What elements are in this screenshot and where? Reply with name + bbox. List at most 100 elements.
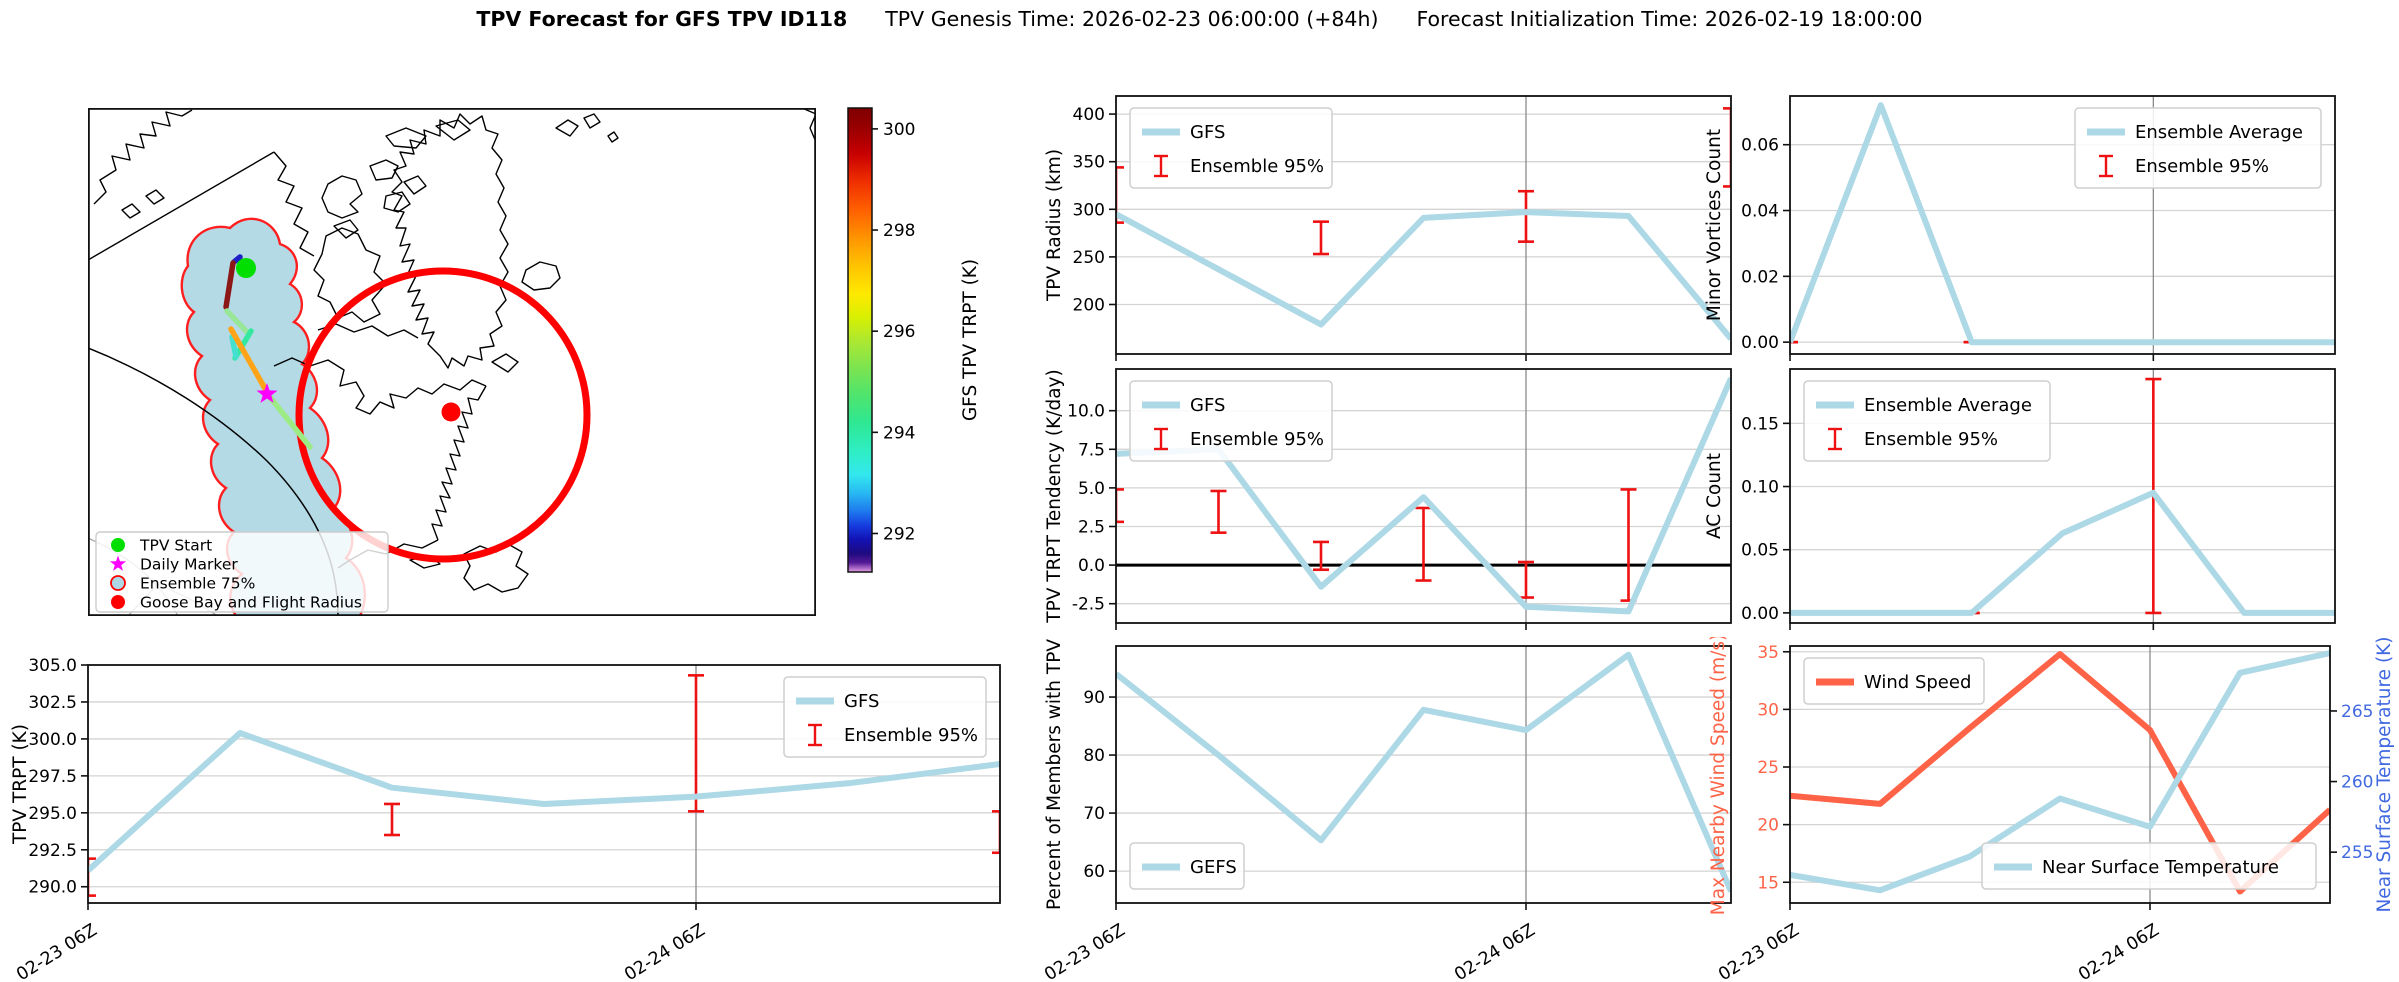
- y-tick-label: 0.15: [1741, 414, 1779, 434]
- legend-errorbar-swatch: [2099, 154, 2113, 178]
- axes-frame: [1789, 368, 2336, 624]
- y-tick-label: 80: [1083, 746, 1105, 766]
- y-axis-label: Percent of Members with TPV: [1044, 639, 1065, 910]
- colorbar-tick-label: 296: [883, 322, 915, 342]
- chart-percent-members: 60 70 80 90 02-23 06Z 02-24 06Z Percent of Mem…: [1040, 637, 1740, 982]
- y-axis-label: TPV Radius (km): [1044, 149, 1065, 302]
- chart-wind-temperature: 15 20 25 30 35 255 260 265 02-23 06Z 02-24 06Z Max…: [1700, 637, 2399, 982]
- legend-marker-dot: [111, 595, 125, 609]
- colorbar-tick-label: 300: [883, 120, 915, 140]
- y-tick-label: 0.0: [1078, 556, 1105, 576]
- title-init-time: Forecast Initialization Time: 2026-02-19…: [1416, 7, 1923, 31]
- legend: Wind Speed: [1803, 657, 1985, 705]
- y-tick-label: 2.5: [1078, 517, 1105, 537]
- legend-label: Ensemble 95%: [844, 725, 978, 746]
- chart-tpv-trpt: 290.0 292.5 295.0 297.5 300.0 302.5 305.0 02-23…: [0, 635, 1060, 982]
- axes-frame: [1115, 368, 1732, 624]
- x-tick-label: 02-24 06Z: [1451, 920, 1539, 982]
- y2-tick-label: 255: [2341, 843, 2373, 863]
- chart-tpv-radius: 200 250 300 350 400 TPV Radius (km) GFS Ensembl…: [1040, 88, 1740, 364]
- ensemble-errorbar: [1518, 189, 1534, 243]
- y-tick-label: 292.5: [28, 841, 77, 861]
- y-tick-label: 200: [1073, 295, 1105, 315]
- ensemble-errorbar: [1116, 488, 1124, 524]
- y-tick-label: 350: [1073, 153, 1105, 173]
- map-legend-label: TPV Start: [139, 537, 212, 555]
- y-tick-label: 250: [1073, 248, 1105, 268]
- axes-frame: [1789, 645, 2331, 904]
- map-panel: TPV Start Daily Marker Ensemble 75% Goose B…: [88, 108, 816, 616]
- ensemble-errorbar: [1723, 107, 1731, 188]
- y-tick-label: 10.0: [1067, 402, 1105, 422]
- ensemble-errorbar: [1518, 560, 1534, 599]
- colorbar-tick-label: 292: [883, 524, 915, 544]
- axes-frame: [1115, 95, 1732, 355]
- y-tick-label: 0.04: [1741, 202, 1779, 222]
- title-main: TPV Forecast for GFS TPV ID118: [476, 7, 848, 31]
- y-axis-label: Max Nearby Wind Speed (m/s): [1708, 637, 1729, 915]
- legend-label: Ensemble 95%: [1864, 429, 1998, 450]
- y-axis-label: TPV TRPT (K): [10, 724, 31, 845]
- colorbar-panel: 300 298 296 294 292 GFS TPV TRPT (K): [826, 100, 1036, 590]
- legend: GFS Ensemble 95%: [783, 676, 987, 758]
- series-near-surface-temperature: [1790, 650, 2330, 894]
- y-tick-label: 0.06: [1741, 136, 1779, 156]
- ensemble-errorbar: [384, 802, 400, 837]
- y-tick-label: 302.5: [28, 693, 77, 713]
- legend: Ensemble Average Ensemble 95%: [2074, 107, 2322, 189]
- legend-label: GFS: [844, 691, 879, 712]
- axes-frame: [87, 664, 1001, 904]
- y-tick-label: 295.0: [28, 804, 77, 824]
- y-tick-label: 30: [1757, 700, 1779, 720]
- legend-errorbar-swatch: [1828, 427, 1842, 451]
- legend-label: Ensemble 95%: [1190, 429, 1324, 450]
- ensemble-errorbar: [688, 674, 704, 813]
- legend-errorbar-swatch: [1154, 154, 1168, 178]
- y-tick-label: 300: [1073, 200, 1105, 220]
- map-legend-label: Ensemble 75%: [140, 575, 255, 593]
- legend-errorbar-swatch: [1154, 427, 1168, 451]
- axes-frame: [1789, 95, 2336, 355]
- legend-marker-dot: [111, 538, 125, 552]
- y-tick-label: 0.00: [1741, 333, 1779, 353]
- tpv-track: [223, 254, 313, 450]
- coastlines: [88, 108, 816, 593]
- y-tick-label: 290.0: [28, 878, 77, 898]
- y2-axis-label: Near Surface Temperature (K): [2374, 637, 2395, 913]
- y-axis-label: AC Count: [1704, 453, 1725, 539]
- legend-label: GFS: [1190, 395, 1225, 416]
- x-tick-label: 02-23 06Z: [13, 920, 101, 982]
- y-tick-label: 0.00: [1741, 604, 1779, 624]
- colorbar-tick-label: 298: [883, 221, 915, 241]
- legend-marker-ring: [110, 575, 126, 591]
- chart-wind-svg: 15 20 25 30 35 255 260 265 02-23 06Z 02-24 06Z Max…: [1708, 637, 2395, 982]
- y2-tick-label: 260: [2341, 773, 2373, 793]
- y-tick-label: 15: [1757, 873, 1779, 893]
- y-axis-label: Minor Vortices Count: [1704, 129, 1725, 321]
- title-genesis-time: TPV Genesis Time: 2026-02-23 06:00:00 (+…: [885, 7, 1379, 31]
- chart-minor-vortices: 0.00 0.02 0.04 0.06 Minor Vortices Count Ense…: [1700, 88, 2399, 364]
- legend: GFS Ensemble 95%: [1129, 107, 1333, 189]
- legend-label: Ensemble 95%: [2135, 156, 2269, 177]
- chart-trpt-tendency: -2.5 0.0 2.5 5.0 7.5 10.0 TPV TRPT Tendency (K…: [1040, 360, 1740, 632]
- chart-ac-count: 0.00 0.05 0.10 0.15 AC Count Ensemble Average…: [1700, 360, 2399, 632]
- goose-bay-marker: [441, 402, 461, 422]
- colorbar-tick-label: 294: [883, 423, 915, 443]
- map-legend-label: Daily Marker: [140, 556, 238, 574]
- colorbar-gradient: [847, 107, 873, 573]
- ensemble-errorbar: [1620, 488, 1637, 602]
- x-tick-label: 02-23 06Z: [1041, 920, 1129, 982]
- y-tick-label: -2.5: [1072, 595, 1105, 615]
- map-frame: [88, 108, 816, 616]
- chart-trpt-svg: 290.0 292.5 295.0 297.5 300.0 302.5 305.0 02-23…: [10, 656, 1001, 982]
- y-tick-label: 60: [1083, 862, 1105, 882]
- y-tick-label: 70: [1083, 804, 1105, 824]
- y2-tick-label: 265: [2341, 702, 2373, 722]
- x-tick-label: 02-24 06Z: [2075, 920, 2163, 982]
- y-tick-label: 0.10: [1741, 478, 1779, 498]
- legend: GEFS: [1129, 842, 1245, 890]
